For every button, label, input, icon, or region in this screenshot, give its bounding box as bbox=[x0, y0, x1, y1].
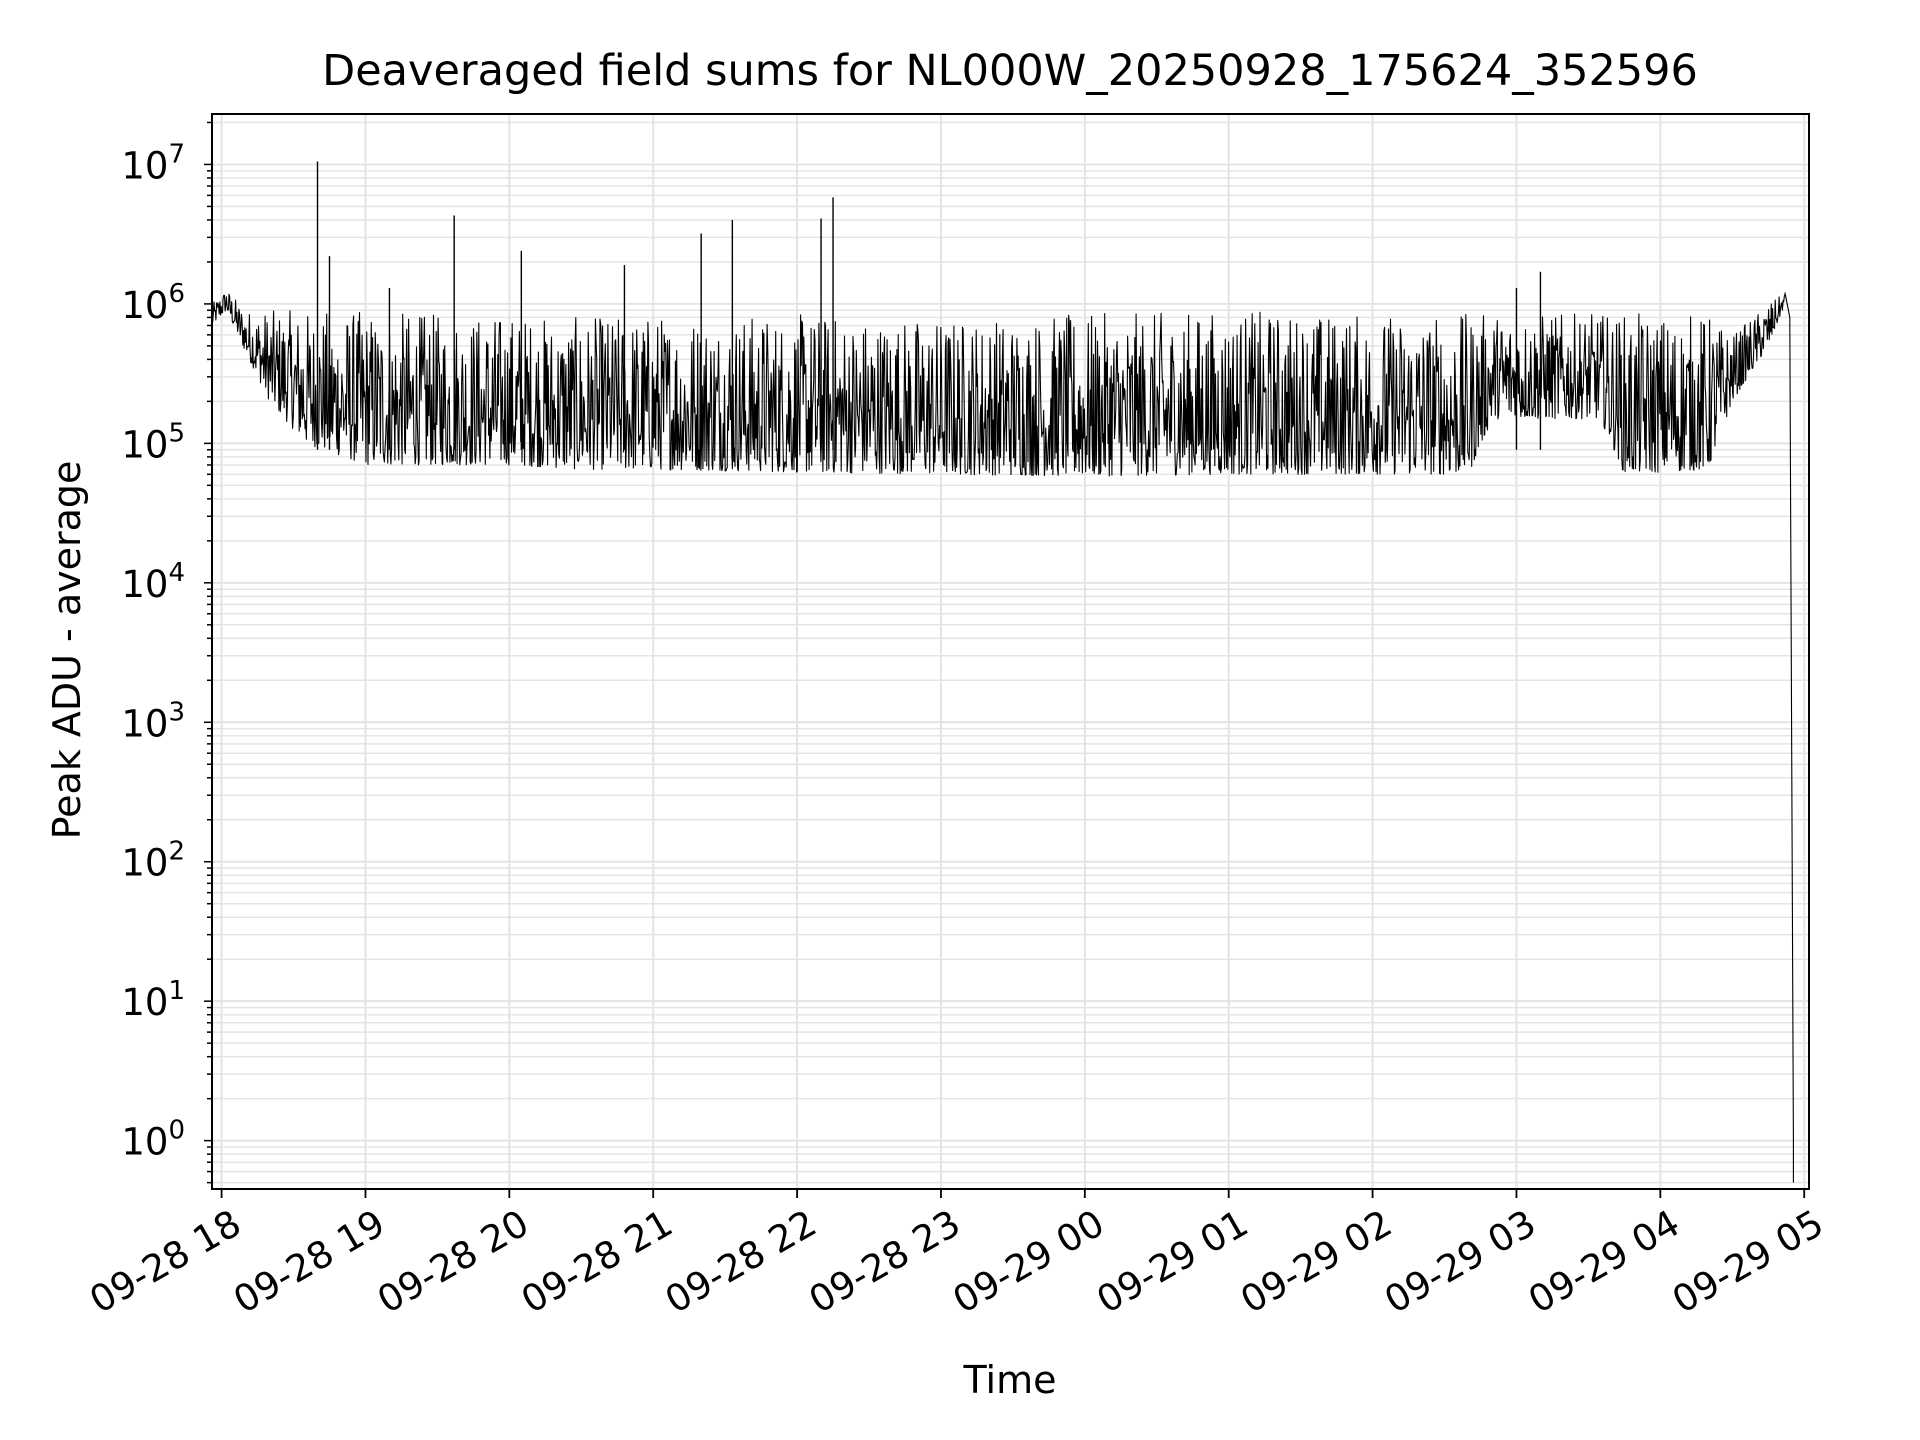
x-tick-label: 09-28 22 bbox=[658, 1202, 824, 1322]
y-tick-exponent: 4 bbox=[168, 558, 185, 588]
y-tick-exponent: 5 bbox=[168, 418, 185, 448]
y-tick-label: 106 bbox=[121, 279, 185, 327]
x-tick-label: 09-28 18 bbox=[83, 1202, 249, 1322]
y-tick-base: 10 bbox=[121, 563, 168, 606]
grid bbox=[212, 114, 1809, 1189]
x-tick-label: 09-29 01 bbox=[1090, 1202, 1256, 1322]
y-tick-exponent: 3 bbox=[168, 697, 185, 727]
y-tick-label: 107 bbox=[121, 139, 185, 187]
series-line bbox=[211, 292, 1794, 1183]
chart-title: Deaveraged field sums for NL000W_2025092… bbox=[322, 46, 1698, 96]
y-tick-label: 101 bbox=[121, 976, 185, 1024]
y-tick-label: 105 bbox=[121, 418, 185, 466]
y-tick-exponent: 7 bbox=[168, 139, 185, 169]
y-tick-base: 10 bbox=[121, 981, 168, 1024]
x-tick-label: 09-28 20 bbox=[370, 1202, 536, 1322]
y-axis-label: Peak ADU - average bbox=[45, 461, 89, 840]
series-layer bbox=[211, 161, 1794, 1183]
x-tick-label: 09-29 04 bbox=[1521, 1202, 1687, 1322]
x-tick-label: 09-29 00 bbox=[946, 1202, 1112, 1322]
x-tick-label: 09-29 03 bbox=[1377, 1202, 1543, 1322]
y-tick-label: 100 bbox=[121, 1116, 185, 1164]
x-tick-label: 09-29 05 bbox=[1665, 1202, 1831, 1322]
y-tick-exponent: 2 bbox=[168, 837, 185, 867]
plot-frame bbox=[211, 113, 1810, 1190]
y-tick-base: 10 bbox=[121, 1121, 168, 1164]
y-tick-exponent: 6 bbox=[168, 279, 185, 309]
x-tick-label: 09-28 19 bbox=[226, 1202, 392, 1322]
x-tick-label: 09-29 02 bbox=[1234, 1202, 1400, 1322]
y-tick-base: 10 bbox=[121, 842, 168, 885]
x-tick-label: 09-28 23 bbox=[802, 1202, 968, 1322]
x-tick-label: 09-28 21 bbox=[514, 1202, 680, 1322]
y-tick-base: 10 bbox=[121, 702, 168, 745]
y-tick-exponent: 1 bbox=[168, 976, 185, 1006]
y-tick-label: 103 bbox=[121, 697, 185, 745]
y-tick-exponent: 0 bbox=[168, 1116, 185, 1146]
x-axis-label: Time bbox=[963, 1358, 1057, 1402]
y-tick-label: 104 bbox=[121, 558, 185, 606]
y-tick-base: 10 bbox=[121, 423, 168, 466]
y-tick-base: 10 bbox=[121, 284, 168, 327]
y-tick-base: 10 bbox=[121, 144, 168, 187]
y-tick-label: 102 bbox=[121, 837, 185, 885]
